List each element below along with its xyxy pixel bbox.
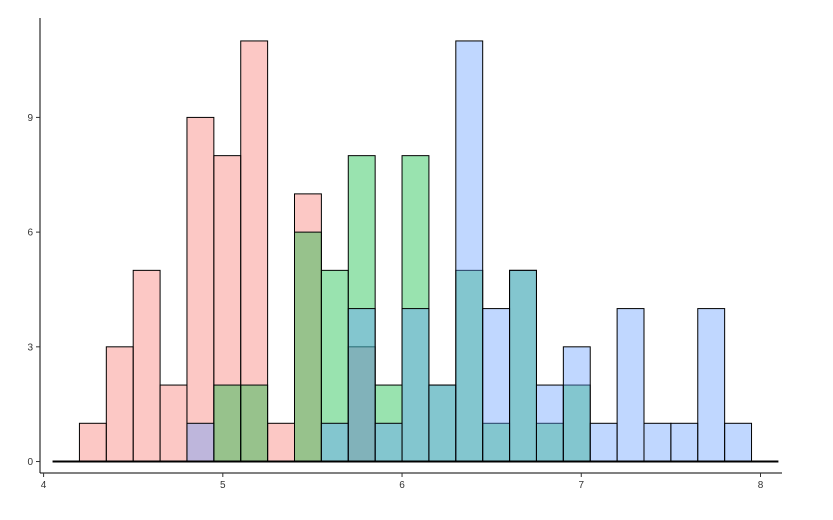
histogram-bar-series-0-bin-4	[186, 116, 215, 463]
bars-layer	[78, 40, 753, 463]
histogram-bar-series-2-bin-11	[589, 422, 618, 463]
histogram-bar-series-0-bin-1	[105, 346, 134, 463]
y-tick-label: 3	[27, 342, 33, 353]
histogram-bar-series-2-bin-16	[724, 422, 753, 463]
histogram-bar-series-2-bin-14	[670, 422, 699, 463]
histogram-bar-series-2-bin-5	[428, 384, 457, 463]
histogram-bar-series-0-bin-2	[132, 269, 161, 463]
histogram-bar-series-2-bin-8	[509, 269, 537, 463]
histogram-bar-series-2-bin-3	[374, 422, 403, 463]
x-tick-label: 6	[399, 480, 405, 491]
histogram-bar-series-0-bin-5	[213, 155, 242, 463]
histogram-bar-series-2-bin-0	[186, 422, 215, 463]
histogram-bar-series-2-bin-6	[455, 40, 484, 463]
histogram-bar-series-1-bin-1	[240, 384, 269, 463]
histogram-bar-series-2-bin-2	[347, 308, 376, 463]
histogram-bar-series-1-bin-8	[455, 269, 484, 463]
x-tick-label: 7	[578, 480, 584, 491]
histogram-bar-series-0-bin-6	[240, 40, 269, 463]
x-tick-label: 8	[758, 480, 764, 491]
histogram-bar-series-1-bin-10	[509, 269, 537, 463]
histogram-bar-series-0-bin-3	[159, 384, 188, 463]
y-tick-label: 0	[27, 457, 33, 468]
x-tick-label: 5	[220, 480, 226, 491]
histogram-bar-series-2-bin-13	[643, 422, 672, 463]
histogram-bar-series-2-bin-1	[320, 422, 349, 463]
histogram-bar-series-0-bin-8	[294, 193, 322, 463]
histogram-bar-series-1-bin-2	[294, 231, 322, 463]
axes-layer: 4 5 6 7 8 0 3 6 9	[27, 18, 782, 491]
histogram-bar-series-1-bin-12	[562, 384, 591, 463]
histogram-bar-series-0-bin-0	[78, 422, 107, 463]
x-tick-label: 4	[41, 480, 47, 491]
histogram-bar-series-0-bin-7	[267, 422, 296, 463]
histogram-bar-series-2-bin-9	[535, 384, 564, 463]
y-tick-label: 9	[27, 113, 33, 124]
y-tick-label: 6	[27, 228, 33, 239]
histogram-bar-series-2-bin-10	[562, 346, 591, 463]
histogram-bar-series-2-bin-15	[697, 308, 726, 463]
histogram-bar-series-2-bin-12	[616, 308, 645, 463]
histogram-bar-series-2-bin-7	[482, 308, 511, 463]
histogram-bar-series-1-bin-0	[213, 384, 242, 463]
histogram-bar-series-2-bin-4	[401, 308, 430, 463]
